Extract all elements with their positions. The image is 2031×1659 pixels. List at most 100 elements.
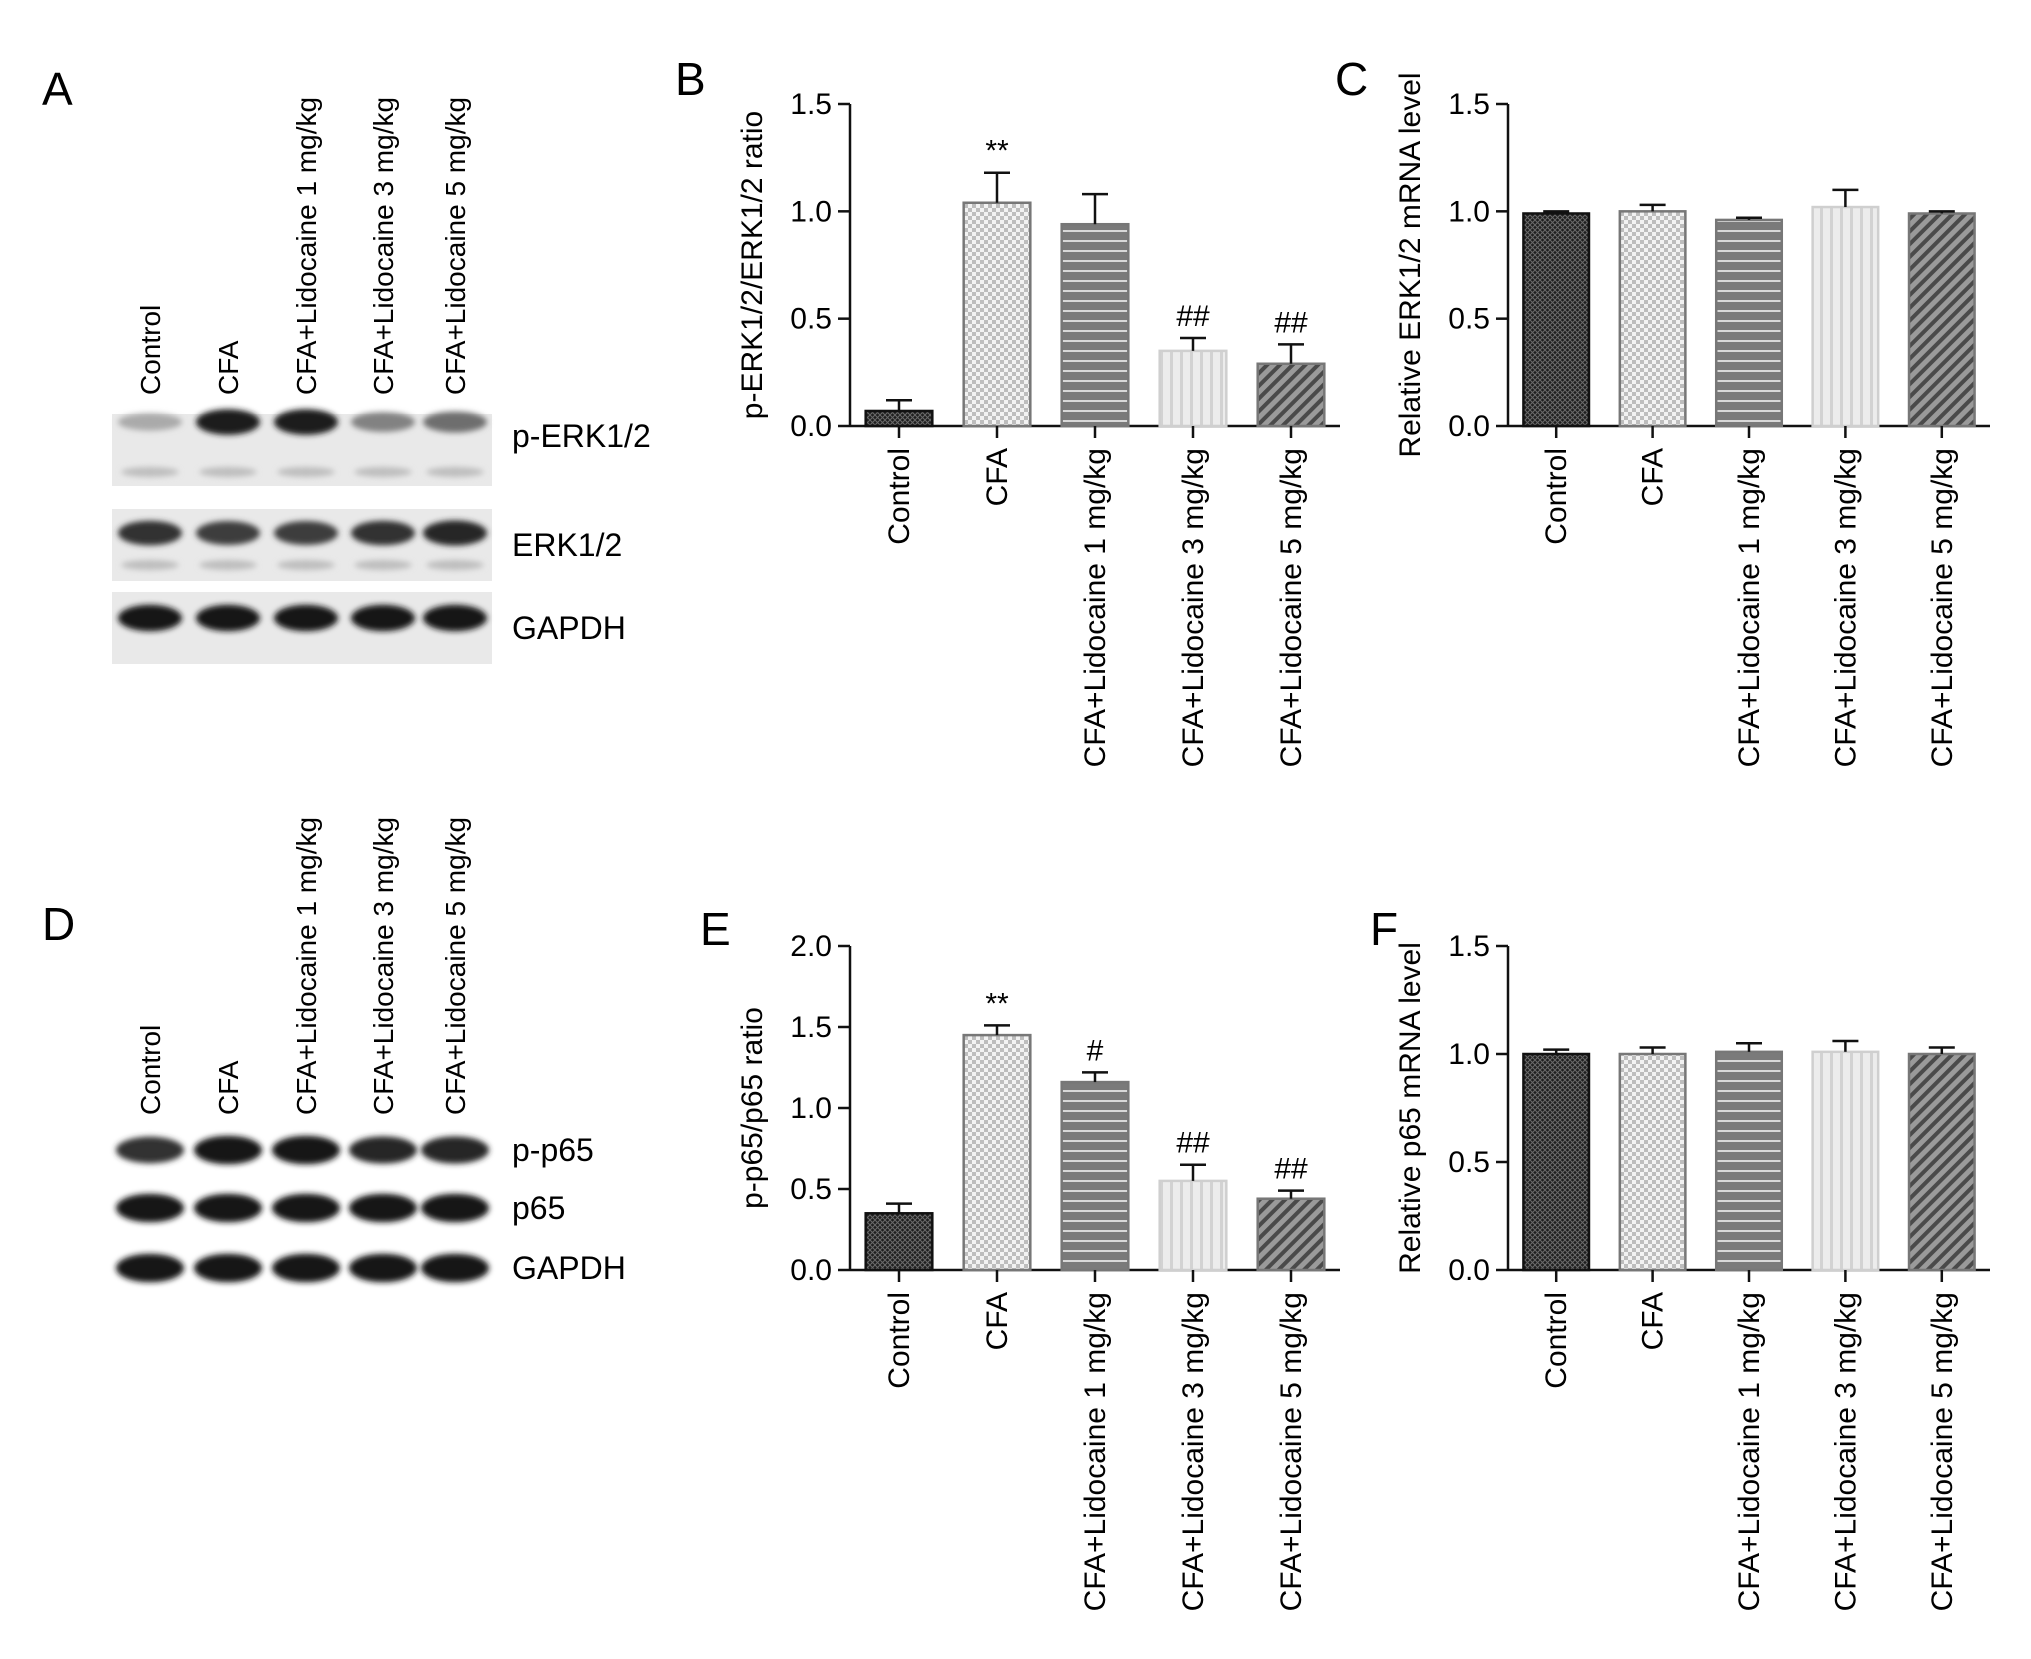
panel-letter-c: C [1335,53,1368,105]
x-tick-label: CFA+Lidocaine 3 mg/kg [1177,1292,1210,1611]
significance-label: ** [985,987,1009,1020]
blot-band [349,1253,417,1283]
bar-cfa-lidocaine-5-mg-kg [1907,1052,1976,1272]
bar-control [864,409,934,428]
lane-label: CFA [213,1060,244,1115]
x-tick-label: CFA+Lidocaine 1 mg/kg [1733,448,1766,767]
blot-band-faint [354,560,412,570]
blot-band-faint [121,467,179,477]
bar-cfa [1618,210,1687,428]
bar-chart-f: 0.0 0.5 1.0 1.5 Relative p65 mRNA level Contr… [1394,930,1990,1611]
x-tick-label: Control [1540,448,1573,545]
blot-band [272,1135,340,1165]
y-tick-label: 0.5 [790,303,832,336]
y-axis-label: p-p65/p65 ratio [736,1007,769,1209]
lane-label: CFA [213,340,244,395]
bar-chart-c: 0.0 0.5 1.0 1.5 Relative ERK1/2 mRNA level Co… [1394,72,1990,767]
x-tick-label: CFA [1637,1292,1670,1350]
blot-band-faint [199,467,257,477]
significance-label: ## [1274,306,1308,339]
blot-band-faint [199,560,257,570]
band-label: GAPDH [512,610,626,646]
x-tick-label: CFA+Lidocaine 1 mg/kg [1079,1292,1112,1611]
lane-label: CFA+Lidocaine 1 mg/kg [291,817,322,1115]
blot-band [421,1253,489,1283]
blot-band [118,413,182,431]
y-tick-label: 1.5 [790,88,832,121]
band-label: p-ERK1/2 [512,418,651,454]
blot-band [116,1136,184,1164]
blot-band [349,1193,417,1223]
blot-band-faint [277,467,335,477]
y-axis-label: Relative p65 mRNA level [1394,942,1427,1274]
x-tick-label: CFA+Lidocaine 3 mg/kg [1829,1292,1862,1611]
y-tick-label: 0.5 [1448,303,1490,336]
x-tick-label: CFA+Lidocaine 1 mg/kg [1079,448,1112,767]
bar-cfa-lidocaine-1-mg-kg [1714,218,1784,428]
bar-chart-b: 0.0 0.5 1.0 1.5 p-ERK1/2/ERK1/2 ratio Control… [736,88,1340,767]
bar-cfa-lidocaine-3-mg-kg [1811,1050,1880,1272]
panel-letter-e: E [700,903,731,955]
y-tick-label: 1.0 [1448,195,1490,228]
panel-letter-d: D [42,898,75,950]
blot-band [116,1253,184,1283]
x-tick-label: CFA [981,448,1014,506]
blot-band-faint [426,467,484,477]
blot-band-faint [277,560,335,570]
x-tick-label: CFA+Lidocaine 5 mg/kg [1926,448,1959,767]
x-tick-label: Control [883,448,916,545]
panel-letter-b: B [675,53,706,105]
x-tick-label: CFA [981,1292,1014,1350]
y-tick-label: 1.5 [1448,930,1490,963]
significance-label: ## [1176,1127,1210,1160]
lane-label: CFA+Lidocaine 5 mg/kg [440,817,471,1115]
bar-cfa [962,201,1032,428]
y-tick-label: 0.5 [790,1173,832,1206]
x-tick-label: CFA [1637,448,1670,506]
blot-band [421,1193,489,1223]
bar-chart-e: 0.0 0.5 1.0 1.5 2.0 p-p65/p65 ratio Control ** C… [736,930,1340,1611]
x-tick-label: Control [883,1292,916,1389]
blot-band [423,604,487,632]
x-tick-label: CFA+Lidocaine 3 mg/kg [1829,448,1862,767]
blot-band [274,409,338,435]
blot-band [272,1253,340,1283]
bar-control [864,1212,934,1272]
bar-cfa [962,1033,1032,1272]
blot-band [116,1193,184,1223]
band-label: GAPDH [512,1250,626,1286]
y-tick-label: 1.0 [1448,1038,1490,1071]
y-tick-label: 2.0 [790,930,832,963]
blot-strip [112,509,492,581]
blot-band [118,520,182,546]
panel-letter-a: A [42,63,73,115]
bar-cfa-lidocaine-5-mg-kg [1907,212,1976,428]
band-label: p-p65 [512,1132,594,1168]
blot-band-faint [121,560,179,570]
y-tick-label: 1.5 [790,1011,832,1044]
x-tick-label: Control [1540,1292,1573,1389]
blot-band [351,520,415,546]
panel-letter-f: F [1370,903,1398,955]
lane-label: CFA+Lidocaine 1 mg/kg [291,97,322,395]
significance-label: ## [1274,1153,1308,1186]
lane-label: CFA+Lidocaine 3 mg/kg [368,817,399,1115]
bar-cfa-lidocaine-3-mg-kg [1158,1179,1228,1272]
band-label: p65 [512,1190,565,1226]
x-tick-label: CFA+Lidocaine 1 mg/kg [1733,1292,1766,1611]
bar-cfa-lidocaine-5-mg-kg [1256,1197,1326,1272]
x-tick-label: CFA+Lidocaine 3 mg/kg [1177,448,1210,767]
blot-band [194,1193,262,1223]
blot-band [423,411,487,433]
blot-band [118,604,182,632]
y-axis-label: Relative ERK1/2 mRNA level [1394,72,1427,457]
bar-control [1522,212,1591,428]
blot-band [349,1136,417,1164]
significance-label: # [1087,1034,1104,1067]
y-tick-label: 0.0 [790,1254,832,1287]
y-tick-label: 0.5 [1448,1146,1490,1179]
blot-band [194,1135,262,1165]
band-label: ERK1/2 [512,527,622,563]
y-tick-label: 0.0 [1448,410,1490,443]
